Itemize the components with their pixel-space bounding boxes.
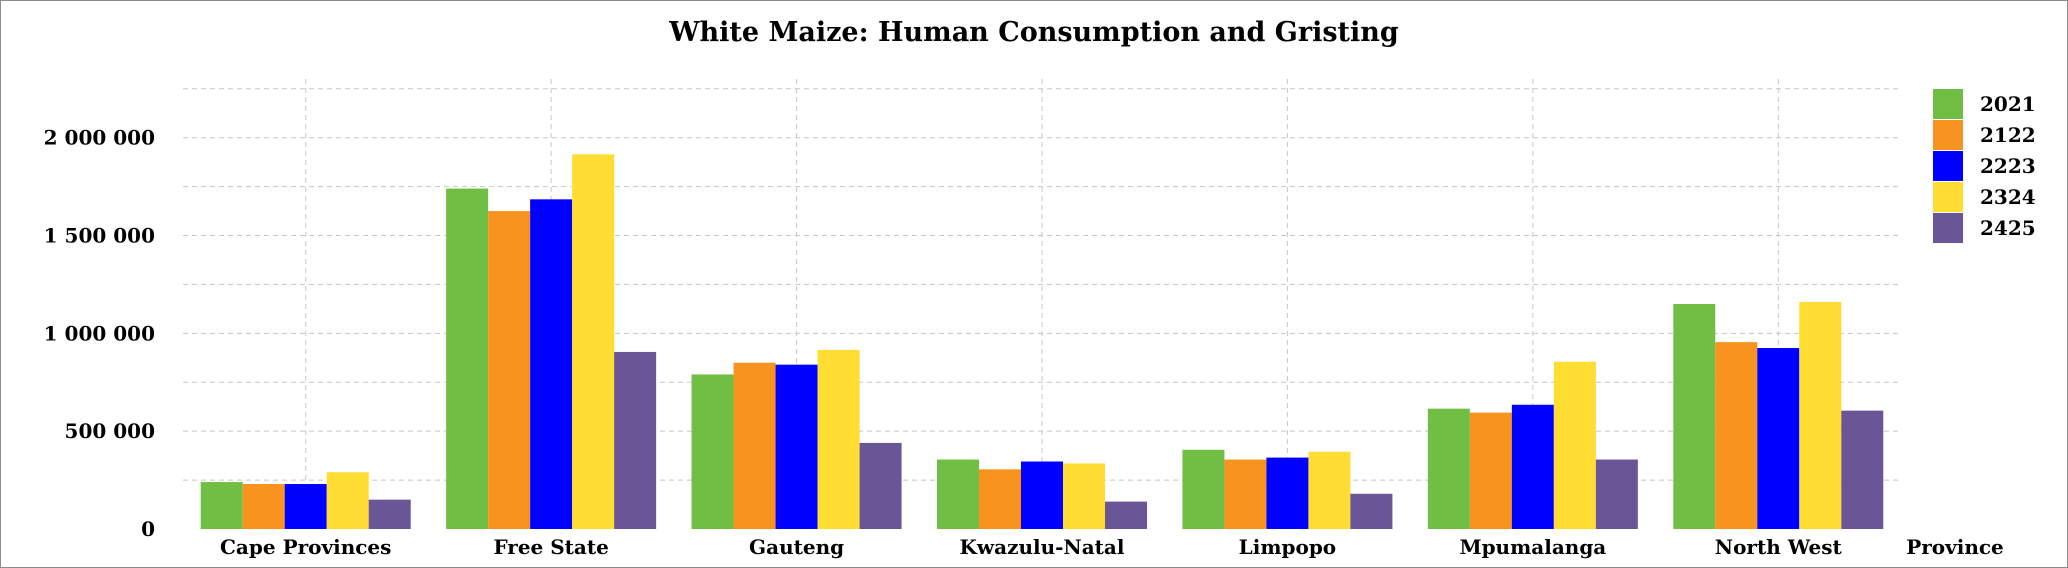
bar-2021-1 — [446, 188, 489, 529]
bar-2324-2 — [817, 349, 860, 529]
bar-2223-3 — [1021, 461, 1063, 529]
bar-2324-3 — [1063, 463, 1105, 529]
y-tick-label: 2 000 000 — [44, 126, 155, 150]
bar-2425-1 — [614, 351, 657, 529]
x-axis-ticks: Cape Provinces Free State Gauteng Kwazulu-N… — [220, 535, 1843, 559]
legend-swatch-2021 — [1933, 89, 1963, 119]
bar-2324-6 — [1799, 302, 1842, 529]
bar-2324-5 — [1553, 361, 1596, 529]
bar-2223-1 — [530, 199, 573, 529]
bar-2122-0 — [242, 484, 285, 529]
x-tick-label: Kwazulu-Natal — [960, 535, 1125, 559]
y-tick-label: 1 500 000 — [44, 224, 155, 248]
bar-2324-4 — [1308, 451, 1351, 529]
legend-swatch-2122 — [1933, 120, 1963, 150]
bar-2122-5 — [1469, 412, 1512, 529]
y-tick-label: 0 — [141, 517, 155, 541]
bar-2425-0 — [368, 499, 411, 529]
bar-2223-6 — [1757, 348, 1800, 529]
legend-label-2122: 2122 — [1980, 123, 2036, 147]
bar-2223-0 — [284, 484, 327, 529]
bar-2223-2 — [775, 364, 818, 529]
bar-2324-0 — [326, 472, 369, 529]
bar-2122-4 — [1224, 459, 1267, 529]
bar-2021-2 — [691, 374, 734, 529]
x-tick-label: Mpumalanga — [1459, 535, 1606, 559]
legend-label-2324: 2324 — [1980, 185, 2036, 209]
bar-2021-3 — [937, 459, 979, 529]
y-tick-label: 500 000 — [65, 419, 155, 443]
chart-title: White Maize: Human Consumption and Grist… — [668, 17, 1399, 48]
y-tick-label: 1 000 000 — [44, 321, 155, 345]
bar-2122-1 — [488, 211, 531, 529]
bar-2425-2 — [859, 442, 902, 529]
legend: 2021 2122 2223 2324 2425 — [1933, 89, 2036, 243]
x-tick-label: Cape Provinces — [220, 535, 391, 559]
bar-2021-0 — [200, 482, 243, 529]
bar-2122-6 — [1715, 342, 1758, 529]
legend-label-2223: 2223 — [1980, 154, 2036, 178]
y-axis-ticks: 0 500 000 1 000 000 1 500 000 2 000 000 — [44, 126, 155, 541]
x-tick-label: Gauteng — [749, 535, 844, 559]
x-axis-title: Province — [1906, 535, 2004, 559]
gridlines — [183, 79, 1901, 529]
legend-swatch-2324 — [1933, 182, 1963, 212]
legend-swatch-2223 — [1933, 151, 1963, 181]
bar-2021-4 — [1182, 449, 1225, 529]
bar-2122-2 — [733, 362, 776, 529]
bar-2425-3 — [1105, 501, 1147, 529]
legend-label-2021: 2021 — [1980, 92, 2036, 116]
bar-2223-4 — [1266, 457, 1309, 529]
bar-2324-1 — [572, 154, 615, 529]
bar-2223-5 — [1511, 404, 1554, 529]
bar-2425-5 — [1595, 459, 1638, 529]
bar-2425-6 — [1841, 410, 1884, 529]
bar-2021-6 — [1673, 304, 1716, 529]
bars — [200, 154, 1884, 529]
bar-2122-3 — [979, 469, 1021, 529]
legend-label-2425: 2425 — [1980, 216, 2036, 240]
x-tick-label: Free State — [493, 535, 608, 559]
x-tick-label: North West — [1715, 535, 1843, 559]
bar-2425-4 — [1350, 493, 1393, 529]
legend-swatch-2425 — [1933, 213, 1963, 243]
x-tick-label: Limpopo — [1239, 535, 1336, 559]
bar-2021-5 — [1427, 408, 1470, 529]
